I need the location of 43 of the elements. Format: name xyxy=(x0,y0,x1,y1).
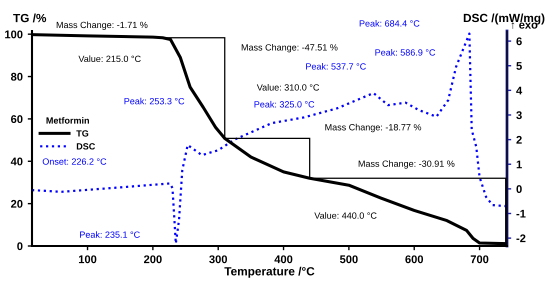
text: ↑ exo xyxy=(512,22,538,29)
y2-tick-label: 5 xyxy=(516,62,522,70)
y2-tick-label: -2 xyxy=(516,234,526,242)
y-tick-label: 60 xyxy=(11,115,23,124)
text: Mass Change: -1.71 % xyxy=(56,21,148,30)
annotation: Onset: 226.2 °C xyxy=(42,158,106,165)
annotation: Peak: 537.7 °C xyxy=(306,63,366,70)
y2-tick-label: 2 xyxy=(516,136,522,144)
y2-tick-label: 0 xyxy=(516,185,522,193)
y2-axis-title: DSC /(mW/mg) xyxy=(464,13,544,25)
y-tick-label: 80 xyxy=(10,72,23,81)
y-axis-title: TG /% xyxy=(13,14,46,22)
x-tick-label: 400 xyxy=(274,255,292,264)
y-tick-label: 100 xyxy=(5,30,23,38)
x-tick-label: 300 xyxy=(209,255,228,264)
annotation: Peak: 586.9 °C xyxy=(375,49,436,56)
x-tick-label: 700 xyxy=(470,255,488,264)
y-tick-label: 40 xyxy=(10,158,23,166)
annotation: Mass Change: -30.91 % xyxy=(358,160,454,169)
annotation: Mass Change: -47.51 % xyxy=(242,44,338,52)
legend-label: TG xyxy=(76,130,88,137)
legend-title: Metformin xyxy=(46,117,89,124)
y2-tick-label: -1 xyxy=(516,210,526,218)
x-tick-label: 100 xyxy=(78,255,96,264)
y2-tick-label: 3 xyxy=(516,111,522,120)
x-axis-title: Temperature /°C xyxy=(224,266,314,278)
x-tick-label: 500 xyxy=(340,255,358,264)
annotation: Value: 310.0 °C xyxy=(256,84,320,91)
y-tick-label: 20 xyxy=(11,200,23,208)
y2-tick-label: 4 xyxy=(516,86,522,94)
annotation: Peak: 253.3 °C xyxy=(124,98,184,104)
y-tick-label: 0 xyxy=(17,242,23,250)
x-tick-label: 600 xyxy=(405,255,424,264)
legend-label: DSC xyxy=(76,143,96,150)
annotation: Peak: 325.0 °C xyxy=(254,100,314,108)
annotation: Value: 215.0 °C xyxy=(78,55,141,62)
annotation: Mass Change: -18.77 % xyxy=(325,124,422,132)
annotation: Value: 440.0 °C xyxy=(314,212,377,219)
y2-tick-label: 6 xyxy=(516,37,522,46)
y2-tick-label: 1 xyxy=(516,160,522,168)
annotation: Peak: 235.1 °C xyxy=(80,231,140,238)
x-tick-label: 200 xyxy=(144,255,162,264)
text: Peak: 684.4 °C xyxy=(360,20,420,27)
